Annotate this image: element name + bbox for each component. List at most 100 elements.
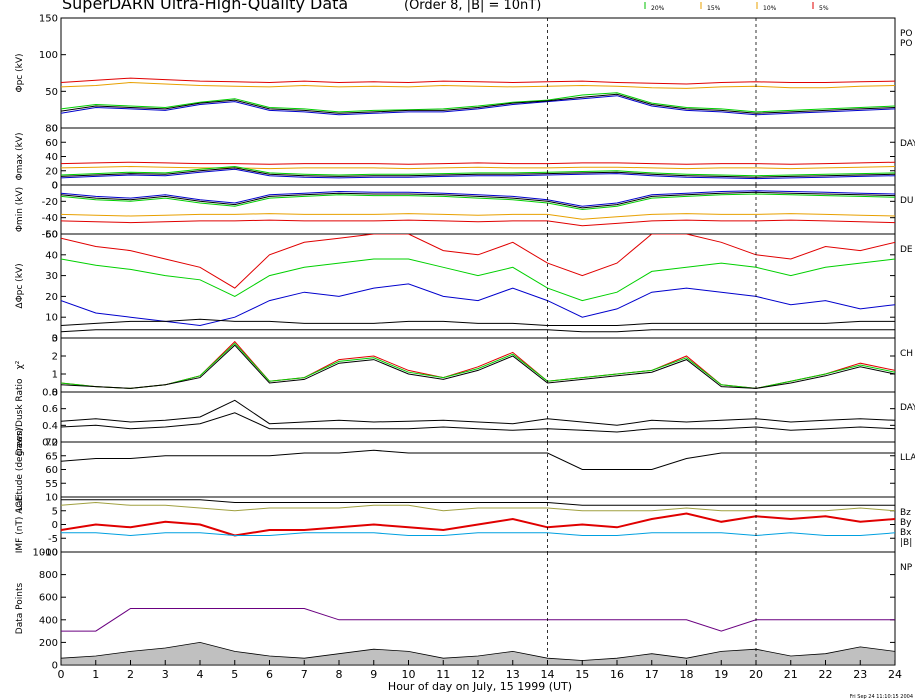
panel: 0 20 40 60 80 Φmax (kV) DAY — [15, 124, 915, 192]
x-tick-label: 5 — [231, 668, 238, 681]
panel: 0 10 20 30 40 50 ΔΦpc (kV) DE — [15, 230, 913, 345]
series-line — [61, 512, 895, 537]
y-tick-label: 1 — [52, 370, 58, 381]
y-tick-label: 50 — [45, 230, 58, 241]
series-line — [61, 342, 895, 389]
y-tick-label: 0.8 — [42, 388, 58, 399]
right-label: DU — [900, 196, 914, 206]
legend-label: 5% — [819, 5, 829, 12]
y-tick-label: 10 — [45, 493, 58, 504]
x-tick-label: 0 — [58, 668, 65, 681]
y-axis-label: χ² — [15, 360, 25, 369]
y-axis-label: Φmin (kV) — [15, 187, 25, 232]
y-tick-label: 0 — [52, 181, 58, 192]
series-line — [61, 283, 895, 327]
y-tick-label: 400 — [39, 615, 58, 626]
x-tick-label: 4 — [197, 668, 204, 681]
series-line — [61, 318, 895, 326]
y-tick-label: 60 — [45, 465, 58, 476]
series-group — [61, 399, 895, 433]
right-label: NP — [900, 563, 913, 573]
series-line — [61, 501, 895, 512]
series-group — [61, 190, 895, 227]
series-group — [61, 161, 895, 180]
x-tick-label: 14 — [541, 668, 555, 681]
series-group — [61, 449, 895, 470]
right-label: DE — [900, 245, 913, 255]
y-axis-label: Dawn/Dusk Ratio — [15, 378, 25, 456]
y-tick-label: 5 — [52, 506, 58, 517]
right-label: PO — [900, 39, 913, 49]
right-label: LLA — [900, 453, 915, 463]
y-tick-label: 100 — [39, 50, 58, 61]
y-tick-label: 0 — [52, 520, 58, 531]
y-tick-label: 20 — [45, 292, 58, 303]
legend-label: 20% — [651, 5, 665, 12]
y-tick-label: 0 — [52, 334, 58, 345]
series-group — [61, 77, 895, 116]
series-line — [61, 219, 895, 227]
right-label: PO — [900, 29, 913, 39]
y-axis-label: Data Points — [15, 582, 25, 634]
y-tick-label: -20 — [42, 197, 58, 208]
y-tick-label: 0.6 — [42, 404, 58, 415]
y-axis-label: ΔΦpc (kV) — [15, 263, 25, 308]
series-group — [61, 499, 895, 537]
legend: 20% 15% 10% 5% — [644, 2, 829, 12]
y-tick-label: 0 — [52, 661, 58, 672]
chart-title: SuperDARN Ultra-High-Quality Data — [62, 0, 348, 13]
panel-frame — [60, 337, 896, 393]
series-line — [61, 234, 895, 289]
x-tick-label: 18 — [680, 668, 694, 681]
series-line — [61, 412, 895, 433]
y-tick-label: 60 — [45, 138, 58, 149]
y-tick-label: 70 — [45, 438, 58, 449]
y-tick-label: 3 — [52, 334, 58, 345]
x-tick-label: 23 — [853, 668, 867, 681]
footer-stamp: Fri Sep 24 11:10:15 2004 — [850, 694, 913, 700]
y-tick-label: 0 — [52, 181, 58, 192]
x-tick-label: 1 — [92, 668, 99, 681]
series-line — [61, 92, 895, 113]
y-tick-label: 50 — [45, 87, 58, 98]
series-line — [61, 190, 895, 207]
y-tick-label: 800 — [39, 570, 58, 581]
x-tick-label: 11 — [436, 668, 450, 681]
y-tick-label: 10 — [45, 313, 58, 324]
right-label: CH — [900, 349, 913, 359]
right-label: DAY — [900, 403, 915, 413]
right-label: |B| — [900, 538, 912, 548]
x-tick-label: 21 — [784, 668, 798, 681]
panel-frame — [60, 233, 896, 339]
right-label: Bx — [900, 528, 912, 538]
x-tick-label: 10 — [402, 668, 416, 681]
x-tick-label: 9 — [370, 668, 377, 681]
y-tick-label: 200 — [39, 638, 58, 649]
series-line — [61, 532, 895, 537]
x-tick-label: 20 — [749, 668, 763, 681]
series-group — [61, 234, 895, 333]
y-tick-label: 0.4 — [42, 421, 58, 432]
legend-label: 10% — [763, 5, 777, 12]
series-line — [61, 499, 895, 506]
x-tick-label: 15 — [575, 668, 589, 681]
x-tick-label: 24 — [888, 668, 902, 681]
y-tick-label: 2 — [52, 352, 58, 363]
x-tick-label: 16 — [610, 668, 624, 681]
right-label: Bz — [900, 508, 911, 518]
x-tick-label: 17 — [645, 668, 659, 681]
series-line — [61, 258, 895, 302]
x-tick-label: 6 — [266, 668, 273, 681]
series-line — [61, 449, 895, 470]
y-tick-label: 55 — [45, 479, 58, 490]
x-tick-label: 19 — [714, 668, 728, 681]
series-line — [61, 165, 895, 170]
x-tick-label: 2 — [127, 668, 134, 681]
panel: 55 60 65 70 Latitude (degrees) LLA — [15, 428, 915, 511]
x-tick-label: 13 — [506, 668, 520, 681]
series-line — [61, 81, 895, 89]
y-tick-label: -10 — [42, 548, 58, 559]
